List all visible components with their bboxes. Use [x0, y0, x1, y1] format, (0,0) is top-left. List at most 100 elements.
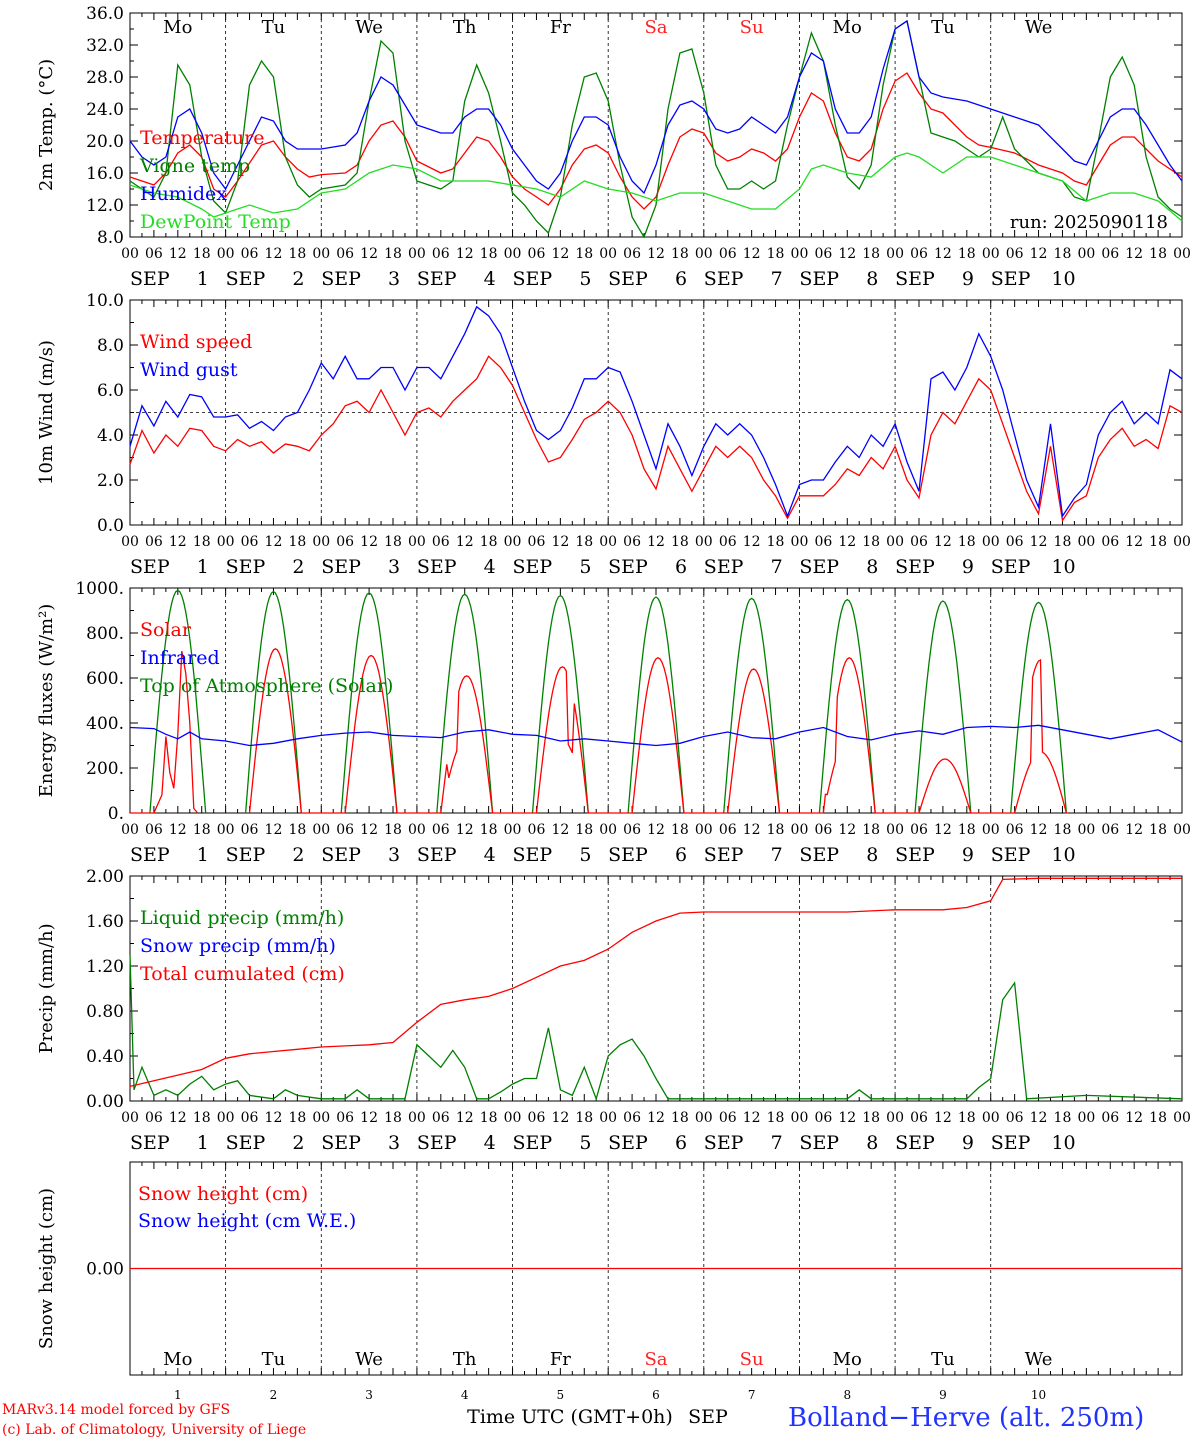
legend-entry: Temperature: [140, 127, 264, 149]
wind-hour-label: 12: [647, 534, 665, 550]
energy-hour-label: 00: [1173, 822, 1191, 838]
day-name-label: Fr: [550, 1349, 571, 1370]
temperature-date-label: 10: [1051, 268, 1075, 290]
temperature-month-label: SEP: [991, 268, 1031, 290]
precip-y-axis-label: Precip (mm/h): [36, 923, 57, 1053]
day-name-label: Mo: [163, 17, 192, 38]
precip-date-label: 5: [579, 1132, 591, 1154]
precip-y-tick-label: 0.80: [86, 1002, 124, 1022]
temperature-hour-label: 00: [504, 246, 522, 262]
energy-hour-label: 06: [528, 822, 546, 838]
precip-date-label: 9: [962, 1132, 974, 1154]
legend-entry: Snow height (cm W.E.): [138, 1210, 356, 1232]
energy-date-label: 10: [1051, 844, 1075, 866]
precip-hour-label: 00: [217, 1110, 235, 1126]
temperature-hour-label: 18: [958, 246, 976, 262]
wind-hour-label: 06: [719, 534, 737, 550]
precip-date-label: 4: [484, 1132, 496, 1154]
wind-hour-label: 12: [456, 534, 474, 550]
wind-hour-label: 00: [695, 534, 713, 550]
temperature-month-label: SEP: [513, 268, 553, 290]
temperature-hour-label: 18: [1149, 246, 1167, 262]
energy-hour-label: 06: [336, 822, 354, 838]
wind-month-label: SEP: [513, 556, 553, 578]
day-name-label: Sa: [644, 17, 667, 38]
temperature-hour-label: 12: [456, 246, 474, 262]
energy-y-tick-label: 600.: [86, 669, 124, 689]
temperature-hour-label: 00: [408, 246, 426, 262]
day-name-label: Su: [740, 17, 764, 38]
energy-hour-label: 00: [121, 822, 139, 838]
liquid-precip-mm-h--line: [129, 954, 1183, 1101]
energy-hour-label: 18: [862, 822, 880, 838]
precip-hour-label: 12: [360, 1110, 378, 1126]
energy-hour-label: 12: [265, 822, 283, 838]
energy-hour-label: 12: [647, 822, 665, 838]
legend-entry: Humidex: [140, 183, 227, 205]
temperature-date-label: 2: [292, 268, 304, 290]
temperature-y-tick-label: 16.0: [86, 164, 124, 184]
temperature-hour-label: 00: [886, 246, 904, 262]
toa-solar-line: [627, 596, 685, 814]
precip-month-label: SEP: [704, 1132, 744, 1154]
wind-hour-label: 00: [504, 534, 522, 550]
temperature-hour-label: 12: [265, 246, 283, 262]
energy-hour-label: 06: [432, 822, 450, 838]
energy-hour-label: 06: [241, 822, 259, 838]
x-axis-label: Time UTC (GMT+0h): [467, 1406, 673, 1428]
wind-hour-label: 12: [743, 534, 761, 550]
legend-entry: DewPoint Temp: [140, 211, 291, 233]
energy-date-label: 1: [197, 844, 209, 866]
precip-hour-label: 00: [1173, 1110, 1191, 1126]
wind-hour-label: 00: [886, 534, 904, 550]
precip-hour-label: 12: [647, 1110, 665, 1126]
wind-date-label: 1: [197, 556, 209, 578]
precip-hour-label: 00: [504, 1110, 522, 1126]
wind-y-tick-label: 10.0: [86, 291, 124, 311]
temperature-hour-label: 00: [1173, 246, 1191, 262]
precip-hour-label: 18: [1054, 1110, 1072, 1126]
energy-date-label: 4: [484, 844, 496, 866]
temperature-hour-label: 12: [551, 246, 569, 262]
solar-line: [130, 650, 199, 814]
precip-month-label: SEP: [895, 1132, 935, 1154]
precip-hour-label: 06: [719, 1110, 737, 1126]
day-name-label: We: [1025, 17, 1053, 38]
precip-hour-label: 12: [169, 1110, 187, 1126]
legend-entry: Wind gust: [140, 359, 238, 381]
energy-month-label: SEP: [417, 844, 457, 866]
day-name-label: Tu: [931, 17, 955, 38]
bottom-date-label: 2: [270, 1388, 278, 1402]
energy-y-tick-label: 0.: [108, 804, 124, 824]
precip-y-tick-label: 0.00: [86, 1092, 124, 1112]
wind-month-label: SEP: [991, 556, 1031, 578]
energy-hour-label: 18: [1149, 822, 1167, 838]
wind-hour-label: 12: [934, 534, 952, 550]
energy-hour-label: 12: [360, 822, 378, 838]
wind-date-label: 5: [579, 556, 591, 578]
legend-entry: Solar: [140, 619, 192, 641]
wind-hour-label: 18: [480, 534, 498, 550]
toa-solar-line: [244, 590, 302, 814]
wind-hour-label: 06: [241, 534, 259, 550]
temperature-month-label: SEP: [321, 268, 361, 290]
energy-y-tick-label: 1000.: [75, 579, 124, 599]
energy-month-label: SEP: [895, 844, 935, 866]
total-cumulated-cm--line: [129, 877, 1182, 1088]
wind-hour-label: 00: [1077, 534, 1095, 550]
energy-hour-label: 18: [193, 822, 211, 838]
energy-hour-label: 12: [1125, 822, 1143, 838]
run-annotation: run: 2025090118: [1010, 212, 1168, 233]
bottom-date-label: 6: [652, 1388, 660, 1402]
wind-hour-label: 06: [432, 534, 450, 550]
wind-hour-label: 18: [1149, 534, 1167, 550]
precip-hour-label: 12: [1125, 1110, 1143, 1126]
temperature-y-tick-label: 8.0: [97, 228, 124, 248]
energy-hour-label: 00: [1077, 822, 1095, 838]
precip-month-label: SEP: [513, 1132, 553, 1154]
precip-date-label: 2: [292, 1132, 304, 1154]
temperature-line: [129, 72, 1183, 210]
wind-date-label: 4: [484, 556, 496, 578]
bottom-date-label: 5: [557, 1388, 565, 1402]
wind-date-label: 9: [962, 556, 974, 578]
